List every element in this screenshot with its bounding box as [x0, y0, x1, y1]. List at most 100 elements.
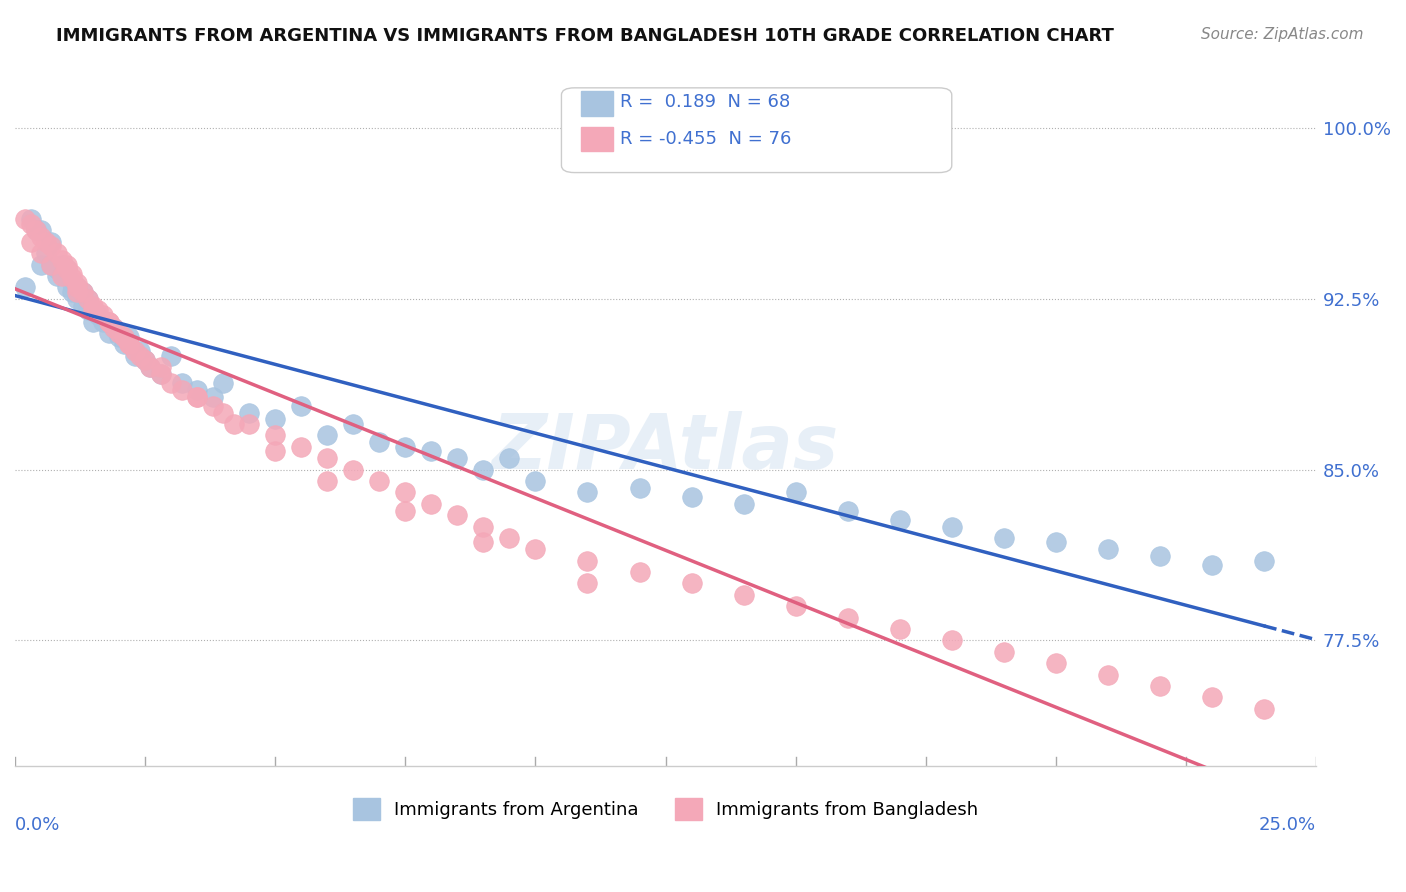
Point	[124, 344, 146, 359]
Bar	[581, 91, 613, 116]
Point	[628, 481, 651, 495]
Point	[472, 519, 495, 533]
Bar	[581, 127, 613, 152]
Point	[129, 344, 152, 359]
Point	[51, 268, 73, 283]
Point	[72, 299, 94, 313]
Point	[1201, 690, 1223, 705]
Point	[118, 330, 141, 344]
Text: IMMIGRANTS FROM ARGENTINA VS IMMIGRANTS FROM BANGLADESH 10TH GRADE CORRELATION C: IMMIGRANTS FROM ARGENTINA VS IMMIGRANTS …	[56, 27, 1114, 45]
Point	[124, 349, 146, 363]
Point	[112, 330, 135, 344]
Point	[51, 267, 73, 281]
Point	[238, 406, 260, 420]
Point	[129, 349, 152, 363]
Point	[170, 383, 193, 397]
Point	[56, 262, 79, 277]
Point	[420, 497, 443, 511]
Point	[76, 292, 98, 306]
Point	[420, 444, 443, 458]
Point	[82, 303, 104, 318]
Point	[76, 292, 98, 306]
Point	[889, 622, 911, 636]
Point	[30, 230, 52, 244]
Point	[41, 235, 63, 249]
Point	[20, 217, 42, 231]
Point	[134, 353, 156, 368]
Point	[576, 576, 599, 591]
Point	[472, 535, 495, 549]
Point	[97, 314, 120, 328]
Point	[149, 360, 172, 375]
Point	[45, 268, 67, 283]
Point	[186, 390, 208, 404]
Point	[212, 406, 235, 420]
Point	[97, 314, 120, 328]
Point	[785, 485, 807, 500]
Point	[576, 554, 599, 568]
Point	[149, 367, 172, 381]
Point	[24, 223, 46, 237]
Point	[446, 508, 468, 522]
Point	[41, 239, 63, 253]
Point	[35, 235, 58, 249]
Point	[186, 383, 208, 397]
Point	[264, 428, 287, 442]
Point	[785, 599, 807, 614]
Point	[35, 246, 58, 260]
Point	[82, 303, 104, 318]
FancyBboxPatch shape	[561, 87, 952, 172]
Point	[1097, 542, 1119, 557]
Point	[1097, 667, 1119, 681]
Point	[394, 503, 416, 517]
Point	[45, 246, 67, 260]
Point	[498, 451, 520, 466]
Point	[394, 440, 416, 454]
Point	[342, 462, 364, 476]
Point	[733, 588, 755, 602]
Point	[56, 280, 79, 294]
Point	[201, 390, 224, 404]
Point	[139, 360, 162, 375]
Point	[1045, 656, 1067, 670]
Point	[524, 474, 547, 488]
Point	[60, 267, 83, 281]
Point	[941, 519, 963, 533]
Point	[368, 474, 391, 488]
Point	[238, 417, 260, 431]
Point	[576, 485, 599, 500]
Point	[837, 610, 859, 624]
Text: 25.0%: 25.0%	[1258, 816, 1316, 834]
Point	[20, 235, 42, 249]
Point	[56, 268, 79, 283]
Point	[446, 451, 468, 466]
Text: R = -0.455  N = 76: R = -0.455 N = 76	[620, 130, 792, 148]
Point	[118, 337, 141, 351]
Point	[290, 440, 312, 454]
Point	[76, 303, 98, 318]
Point	[170, 376, 193, 390]
Point	[60, 276, 83, 290]
Point	[72, 285, 94, 299]
Point	[66, 285, 89, 299]
Point	[24, 223, 46, 237]
Point	[681, 576, 703, 591]
Point	[66, 292, 89, 306]
Point	[30, 246, 52, 260]
Point	[20, 212, 42, 227]
Point	[51, 258, 73, 272]
Point	[14, 280, 37, 294]
Point	[993, 645, 1015, 659]
Point	[139, 360, 162, 375]
Point	[41, 258, 63, 272]
Point	[524, 542, 547, 557]
Point	[134, 353, 156, 368]
Point	[14, 212, 37, 227]
Point	[82, 314, 104, 328]
Text: Source: ZipAtlas.com: Source: ZipAtlas.com	[1201, 27, 1364, 42]
Point	[316, 451, 339, 466]
Point	[186, 390, 208, 404]
Point	[97, 326, 120, 340]
Point	[1045, 535, 1067, 549]
Point	[160, 376, 183, 390]
